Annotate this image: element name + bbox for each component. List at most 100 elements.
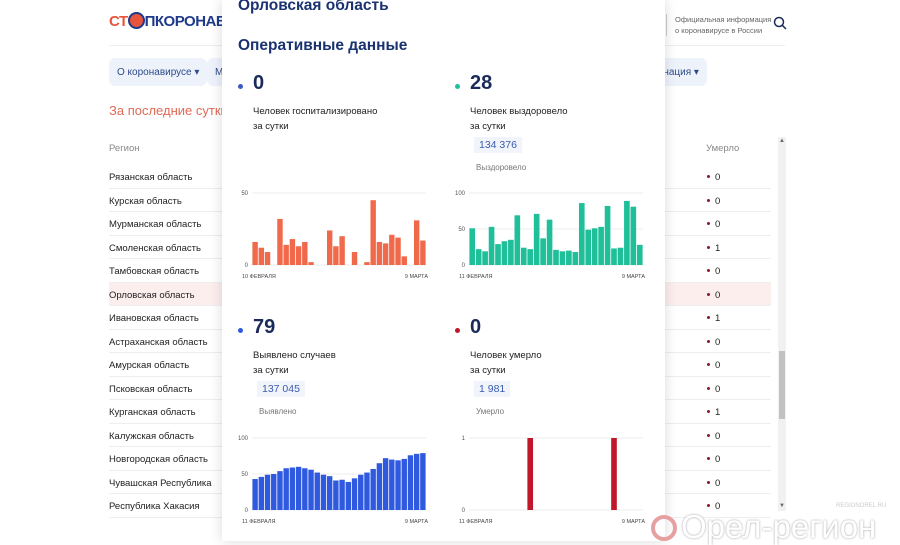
chart-bar[interactable] xyxy=(566,250,572,265)
chart-bar[interactable] xyxy=(364,262,370,265)
chart-bar[interactable] xyxy=(395,460,401,510)
chart-bar[interactable] xyxy=(283,244,289,265)
chart-bar[interactable] xyxy=(475,249,482,265)
chart-bar[interactable] xyxy=(495,244,501,265)
chart-bar[interactable] xyxy=(572,252,579,265)
chart-bar[interactable] xyxy=(401,256,407,265)
chart-bar[interactable] xyxy=(339,236,345,265)
chart-bar[interactable] xyxy=(364,472,370,510)
chart-bar[interactable] xyxy=(598,226,604,265)
nav-about[interactable]: О коронавирусе ▾ xyxy=(109,58,208,86)
chart-bar[interactable] xyxy=(389,459,395,510)
chart-bar[interactable] xyxy=(376,463,383,510)
chart-bar[interactable] xyxy=(289,467,296,510)
chart-bar[interactable] xyxy=(553,249,559,265)
chart-bar[interactable] xyxy=(630,206,637,265)
scroll-up-icon[interactable]: ▲ xyxy=(779,138,785,144)
chart-bar[interactable] xyxy=(546,219,553,265)
chart-bar[interactable] xyxy=(345,481,352,510)
chart-bar[interactable] xyxy=(283,468,289,510)
chart-bar[interactable] xyxy=(508,239,514,265)
chart-bar[interactable] xyxy=(320,474,327,510)
chart-bar[interactable] xyxy=(420,453,426,510)
chart-bar[interactable] xyxy=(333,246,339,265)
chart-bar[interactable] xyxy=(520,247,527,265)
x-start-label: 11 ФЕВРАЛЯ xyxy=(459,519,492,525)
chart-bar[interactable] xyxy=(578,203,585,265)
chart-bar[interactable] xyxy=(617,247,624,265)
chart-bar[interactable] xyxy=(258,247,265,265)
chart-bar[interactable] xyxy=(469,228,476,265)
stat-number: 0 xyxy=(470,316,482,338)
chart-bar[interactable] xyxy=(326,230,333,265)
chart-bar[interactable] xyxy=(252,479,258,510)
logo[interactable]: СТ ПКОРОНАВИ xyxy=(109,12,237,30)
chart-bar[interactable] xyxy=(420,240,426,265)
chart-bar[interactable] xyxy=(302,468,308,510)
chart-bar[interactable] xyxy=(488,226,495,265)
chart-bar[interactable] xyxy=(413,220,420,265)
chart-bar[interactable] xyxy=(401,458,407,510)
x-end-label: 9 МАРТА xyxy=(622,519,645,525)
chart-bar[interactable] xyxy=(252,241,258,265)
scrollbar[interactable]: ▲ ▼ xyxy=(778,137,786,511)
label-line: за сутки xyxy=(470,364,506,376)
chart-bar[interactable] xyxy=(501,241,508,265)
virus-icon xyxy=(127,12,145,29)
chart-bar[interactable] xyxy=(264,252,271,265)
chart-bar[interactable] xyxy=(482,251,488,265)
stat-number: 0 xyxy=(253,72,265,94)
chart-bar[interactable] xyxy=(591,228,598,265)
chart-bar[interactable] xyxy=(611,438,617,510)
chart-bar[interactable] xyxy=(370,200,376,265)
chart-bar[interactable] xyxy=(351,252,358,265)
chart-bar[interactable] xyxy=(358,474,364,510)
col-dead[interactable]: Умерло xyxy=(706,143,740,154)
dead-value: 0 xyxy=(715,336,721,348)
chart-bar[interactable] xyxy=(636,244,643,265)
chart-bar[interactable] xyxy=(351,478,358,510)
chart-bar[interactable] xyxy=(395,237,401,265)
chart-bar[interactable] xyxy=(370,468,376,510)
official-info[interactable]: Официальная информация о коронавирусе в Р… xyxy=(666,14,771,36)
chart-bar[interactable] xyxy=(376,241,383,265)
chart-bar[interactable] xyxy=(559,251,566,265)
chart-bar[interactable] xyxy=(277,471,283,510)
region-name: Мурманская область xyxy=(109,219,202,230)
col-region[interactable]: Регион xyxy=(109,143,140,154)
chart-bar[interactable] xyxy=(314,472,320,510)
chart-bar[interactable] xyxy=(527,249,534,265)
chart-bar[interactable] xyxy=(289,239,296,265)
chart-bar[interactable] xyxy=(407,455,414,510)
chart-bar[interactable] xyxy=(295,246,302,265)
chart-bar[interactable] xyxy=(339,479,345,510)
chart-bar[interactable] xyxy=(540,238,546,265)
chart-bar[interactable] xyxy=(382,458,389,510)
chart-bar[interactable] xyxy=(527,438,534,510)
chart-bar[interactable] xyxy=(585,229,592,265)
dead-count: 1 xyxy=(707,407,720,418)
chart-bar[interactable] xyxy=(277,218,283,265)
chart-bar[interactable] xyxy=(302,241,308,265)
chart-bar[interactable] xyxy=(264,474,271,510)
chart-bar[interactable] xyxy=(308,262,314,265)
chart-bar[interactable] xyxy=(326,476,333,510)
chart-bar[interactable] xyxy=(533,213,540,265)
chart-bar[interactable] xyxy=(382,243,389,265)
region-name: Смоленская область xyxy=(109,242,201,254)
chart-bar[interactable] xyxy=(611,248,617,265)
chart-bar[interactable] xyxy=(514,215,521,265)
chart-bar[interactable] xyxy=(333,480,339,510)
chart-bar[interactable] xyxy=(389,234,395,265)
chart-bar[interactable] xyxy=(308,469,314,510)
recent-title: За последние сутки xyxy=(109,103,228,118)
chart-bar[interactable] xyxy=(271,474,277,510)
chart-bar[interactable] xyxy=(258,476,265,510)
scroll-thumb[interactable] xyxy=(779,351,785,419)
chart-bar[interactable] xyxy=(624,200,630,265)
chart-bar[interactable] xyxy=(295,466,302,510)
scroll-down-icon[interactable]: ▼ xyxy=(779,503,785,509)
chart-bar[interactable] xyxy=(604,205,611,265)
search-icon[interactable] xyxy=(773,16,787,30)
chart-bar[interactable] xyxy=(413,453,420,510)
